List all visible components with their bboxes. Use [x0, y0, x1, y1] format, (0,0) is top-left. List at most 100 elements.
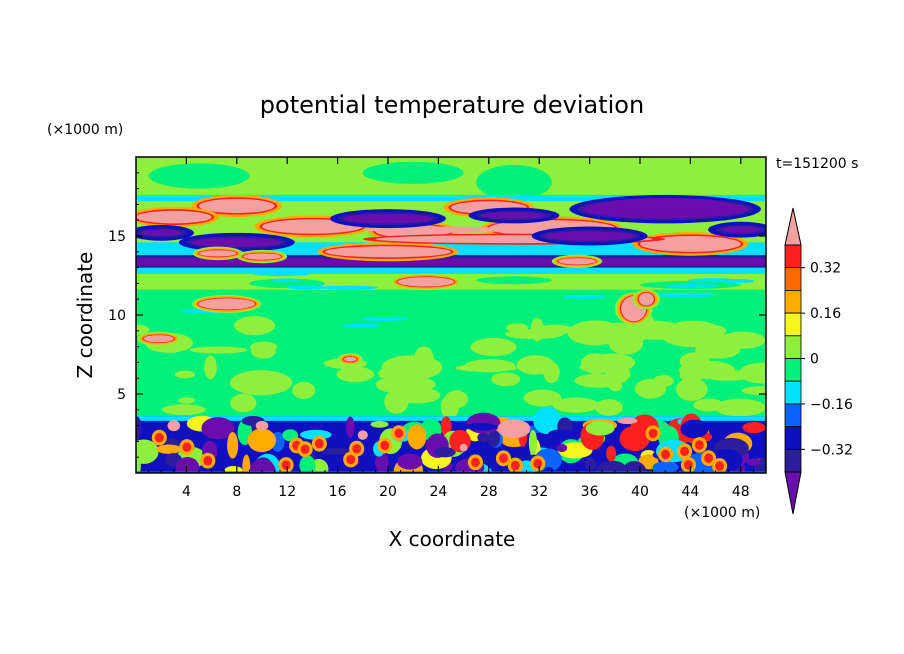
- contour-blob: [543, 362, 560, 383]
- contour-blob: [563, 294, 606, 299]
- y-unit-label: (×1000 m): [47, 122, 123, 138]
- contour-blob: [595, 460, 629, 473]
- contour-blob: [342, 323, 381, 328]
- contour-blob: [361, 316, 409, 321]
- contour-blob: [201, 417, 235, 440]
- y-axis: 5 10 15: [108, 172, 766, 458]
- x-tick-label: 28: [480, 484, 498, 500]
- contour-blob: [491, 372, 521, 387]
- colorbar-extend-top: [784, 207, 802, 246]
- contour-blob: [394, 428, 404, 438]
- contour-blob: [199, 198, 275, 214]
- contour-blob: [679, 368, 705, 383]
- contour-blob: [352, 443, 362, 454]
- chart-title: potential temperature deviation: [260, 91, 644, 119]
- contour-blob: [661, 449, 670, 460]
- contour-band: [136, 258, 766, 266]
- contour-blob: [141, 229, 182, 236]
- contour-blob: [567, 320, 623, 346]
- colorbar-label: −0.32: [810, 442, 853, 458]
- contour-blob: [227, 431, 239, 459]
- contour-blob: [584, 457, 597, 472]
- contour-blob: [243, 253, 281, 260]
- y-tick-label: 10: [108, 308, 126, 324]
- contour-blob: [680, 446, 689, 457]
- x-axis-label: X coordinate: [389, 527, 516, 551]
- contour-blob: [143, 335, 174, 343]
- contour-blob: [321, 448, 352, 455]
- contour-blob: [688, 278, 738, 283]
- contour-blob: [148, 163, 250, 189]
- contour-blob: [224, 465, 243, 473]
- contour-blob: [381, 355, 443, 380]
- contour-blob: [476, 276, 552, 285]
- x-tick-label: 48: [732, 484, 750, 500]
- contour-field: [136, 157, 766, 473]
- contour-blob: [250, 343, 276, 359]
- contour-blob: [199, 250, 237, 257]
- contour-blob: [136, 210, 212, 224]
- y-axis-label: Z coordinate: [73, 252, 97, 379]
- contour-blob: [455, 364, 518, 372]
- contour-blob: [242, 454, 251, 473]
- contour-blob: [397, 277, 455, 287]
- contour-blob: [506, 323, 529, 333]
- colorbar-label: 0.16: [810, 306, 841, 322]
- contour-blob: [648, 428, 658, 439]
- contour-blob: [203, 455, 213, 466]
- contour-blob: [346, 454, 356, 465]
- contour-blob: [638, 292, 654, 306]
- time-label: t=151200 s: [776, 156, 858, 172]
- contour-blob: [319, 285, 379, 290]
- contour-blob: [487, 429, 501, 447]
- contour-blob: [679, 352, 710, 371]
- contour-blob: [300, 444, 310, 454]
- contour-blob: [499, 453, 508, 464]
- contour-blob: [585, 421, 615, 436]
- contour-blob: [384, 389, 409, 414]
- contour-blob: [175, 457, 200, 473]
- contour-blob: [325, 246, 451, 258]
- x-tick-label: 36: [581, 484, 599, 500]
- colorbar-box: [784, 380, 802, 405]
- contour-blob: [336, 366, 375, 383]
- contour-blob: [547, 429, 575, 439]
- x-tick-label: 44: [681, 484, 699, 500]
- contour-blob: [617, 417, 638, 425]
- contour-blob: [704, 453, 714, 463]
- contour-blob: [471, 457, 480, 468]
- contour-blob: [476, 164, 552, 200]
- contour-blob: [665, 284, 719, 289]
- contour-blob: [459, 443, 468, 452]
- colorbar-box: [784, 426, 802, 450]
- contour-blob: [375, 452, 389, 473]
- contour-blob: [281, 460, 291, 470]
- contour-blob: [528, 429, 538, 456]
- colorbar-box: [784, 289, 802, 314]
- x-tick-label: 4: [182, 484, 191, 500]
- contour-blob: [362, 161, 464, 184]
- contour-blob: [552, 397, 600, 413]
- contour-blob: [204, 355, 217, 380]
- contour-blob: [198, 298, 256, 310]
- colorbar-label: 0.32: [810, 261, 841, 277]
- contour-blob: [362, 226, 514, 233]
- contour-blob: [162, 404, 206, 416]
- colorbar: 0.32 0.16 0 −0.16 −0.32: [784, 207, 853, 515]
- contour-blob: [719, 331, 766, 349]
- y-tick-label: 5: [117, 387, 126, 403]
- contour-blob: [167, 420, 181, 432]
- contour-blob: [154, 432, 164, 443]
- contour-blob: [746, 458, 761, 466]
- contour-blob: [285, 285, 328, 290]
- contour-blob: [481, 212, 547, 219]
- contour-blob: [174, 370, 196, 379]
- contour-blob: [470, 337, 517, 357]
- colorbar-box: [784, 267, 802, 291]
- contour-blob: [533, 407, 562, 435]
- contour-blob: [182, 442, 192, 452]
- x-tick-label: 32: [530, 484, 548, 500]
- contour-blob: [191, 237, 283, 248]
- colorbar-label: −0.16: [810, 397, 853, 413]
- contour-blob: [136, 439, 159, 464]
